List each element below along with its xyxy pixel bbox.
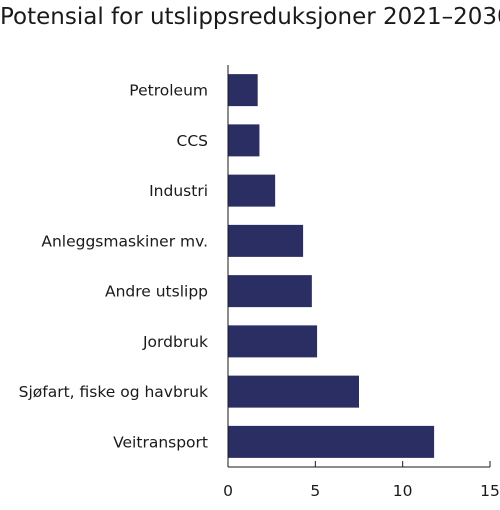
category-label: CCS bbox=[177, 132, 208, 150]
category-label: Veitransport bbox=[113, 433, 208, 451]
bar-5 bbox=[228, 325, 318, 358]
bar-1 bbox=[228, 124, 260, 157]
bar-0 bbox=[228, 74, 258, 107]
bar-4 bbox=[228, 275, 312, 308]
x-tick-label: 0 bbox=[223, 482, 233, 500]
category-label: Sjøfart, fiske og havbruk bbox=[19, 383, 208, 401]
chart-title: Potensial for utslippsreduksjoner 2021–2… bbox=[0, 4, 500, 30]
category-label: Andre utslipp bbox=[105, 283, 208, 301]
x-ticks-group: 0 5 10 15 bbox=[223, 461, 500, 500]
bar-7 bbox=[228, 425, 435, 458]
x-tick-label: 15 bbox=[480, 482, 500, 500]
category-label: Anleggsmaskiner mv. bbox=[41, 232, 208, 250]
x-tick-label: 10 bbox=[393, 482, 413, 500]
bar-3 bbox=[228, 224, 304, 257]
category-label: Industri bbox=[149, 182, 208, 200]
x-axis bbox=[227, 65, 490, 468]
category-label: Petroleum bbox=[129, 82, 208, 100]
category-label: Jordbruk bbox=[142, 333, 208, 351]
bars-group bbox=[228, 74, 435, 458]
bar-2 bbox=[228, 174, 276, 207]
category-labels-group: Petroleum CCS Industri Anleggsmaskiner mv. A… bbox=[19, 82, 208, 452]
x-tick-label: 5 bbox=[310, 482, 320, 500]
bar-6 bbox=[228, 375, 359, 408]
